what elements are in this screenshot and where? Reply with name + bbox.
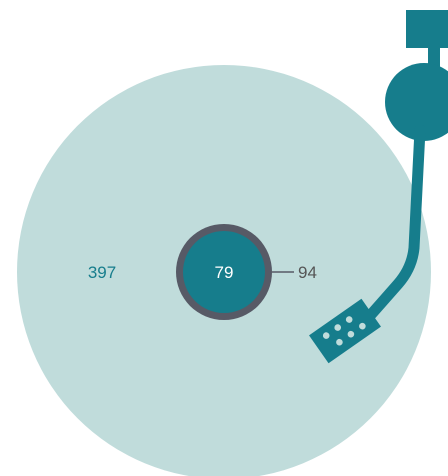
outer-value-label: 397 <box>88 263 116 282</box>
tonearm <box>309 10 448 364</box>
center-label <box>183 231 265 313</box>
headshell-dot <box>336 338 343 346</box>
tonearm-pivot <box>385 63 448 141</box>
headshell-dot <box>334 324 342 331</box>
tonearm-counterweight-block <box>406 10 448 48</box>
headshell-dot <box>322 332 330 339</box>
ring-value-label: 94 <box>298 263 317 282</box>
tonearm-headshell <box>309 298 381 364</box>
tonearm-arm <box>362 124 426 324</box>
headshell-dot <box>359 322 366 330</box>
headshell-dot <box>347 330 355 338</box>
center-value-label: 79 <box>215 263 234 282</box>
headshell-dot <box>345 316 353 323</box>
